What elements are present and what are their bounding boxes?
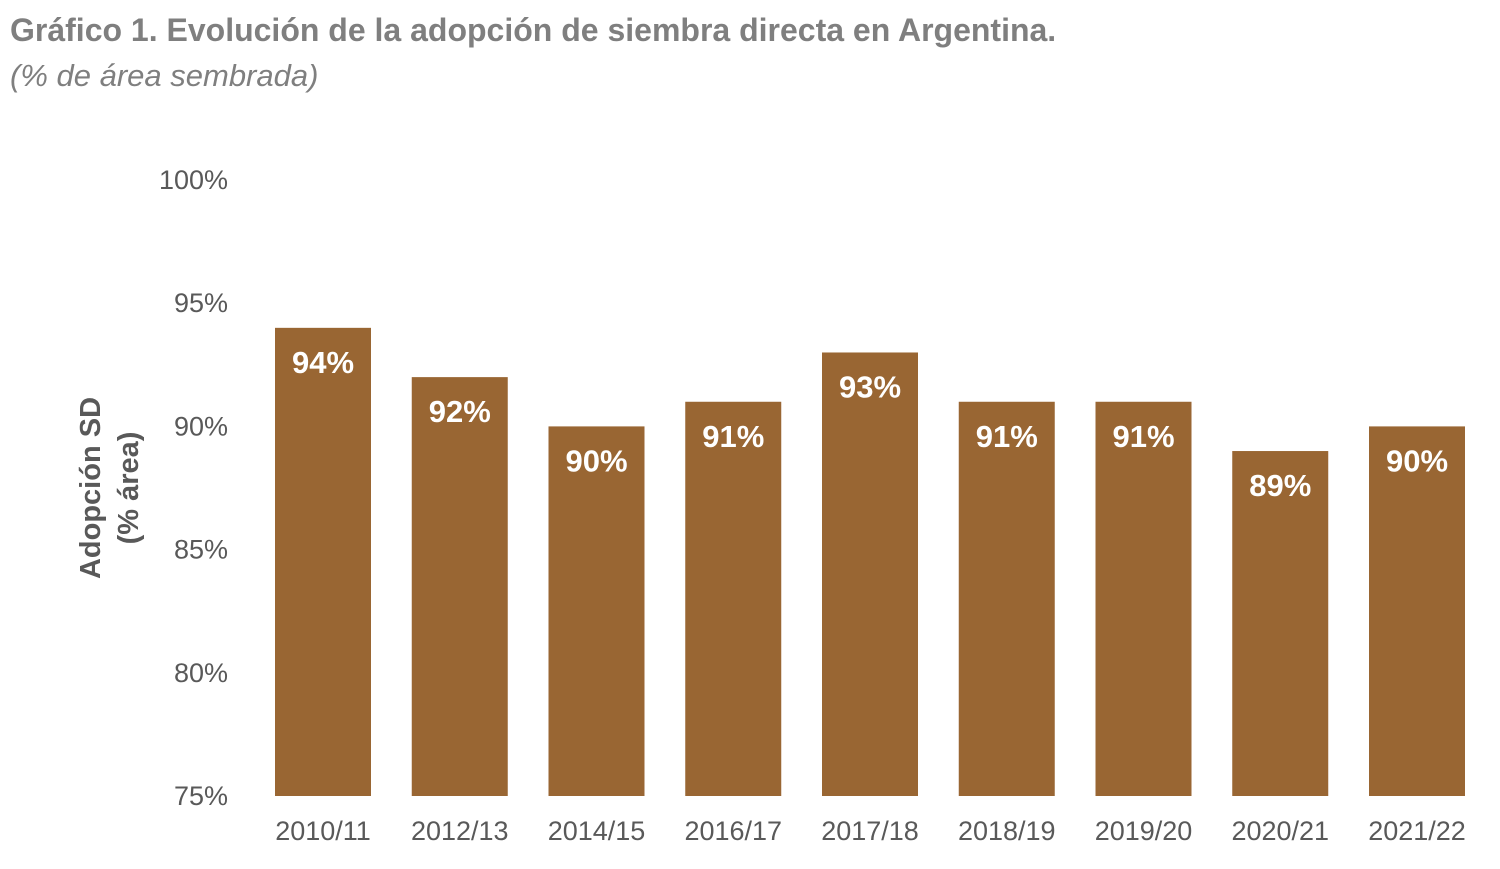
bars — [275, 327, 1465, 796]
data-label: 91% — [702, 419, 764, 454]
y-tick-label: 90% — [174, 411, 228, 441]
x-tick-label: 2018/19 — [958, 816, 1056, 846]
chart-subtitle: (% de área sembrada) — [10, 58, 319, 93]
y-tick-label: 85% — [174, 535, 228, 565]
bar-2010-11 — [275, 327, 371, 796]
bar-2017-18 — [822, 352, 918, 796]
data-label: 91% — [976, 419, 1038, 454]
x-tick-label: 2010/11 — [275, 816, 371, 846]
data-label: 90% — [565, 443, 627, 478]
x-tick-label: 2021/22 — [1368, 816, 1466, 846]
bar-2012-13 — [411, 377, 508, 796]
y-axis-ticks: 75% 80% 85% 90% 95% 100% — [159, 165, 228, 811]
bar-2020-21 — [1232, 451, 1329, 796]
y-axis-title-line: (% área) — [113, 432, 145, 545]
y-tick-label: 100% — [159, 165, 228, 195]
x-tick-label: 2014/15 — [548, 816, 646, 846]
x-axis-ticks: 2010/11 2012/13 2014/15 2016/17 2017/18 2018/… — [275, 816, 1466, 846]
bar-2019-20 — [1095, 401, 1192, 796]
x-tick-label: 2017/18 — [821, 816, 919, 846]
x-tick-label: 2019/20 — [1095, 816, 1193, 846]
bar-2018-19 — [958, 401, 1055, 796]
data-label: 92% — [429, 394, 491, 429]
y-tick-label: 75% — [174, 781, 228, 811]
chart-title: Gráfico 1. Evolución de la adopción de s… — [10, 12, 1057, 48]
x-tick-label: 2012/13 — [411, 816, 509, 846]
data-labels: 94% 92% 90% 91% 93% 91% 91% 89% 90% — [292, 345, 1448, 503]
data-label: 93% — [839, 369, 901, 404]
y-axis-title-line: Adopción SD — [75, 397, 107, 579]
bar-2021-22 — [1369, 426, 1465, 796]
y-tick-label: 95% — [174, 288, 228, 318]
data-label: 90% — [1386, 443, 1448, 478]
data-label: 94% — [292, 345, 354, 380]
y-axis-title: Adopción SD (% área) — [75, 397, 145, 579]
bar-2016-17 — [685, 401, 782, 796]
data-label: 89% — [1249, 468, 1311, 503]
y-tick-label: 80% — [174, 658, 228, 688]
data-label: 91% — [1112, 419, 1174, 454]
bar-2014-15 — [548, 426, 645, 796]
x-tick-label: 2016/17 — [684, 816, 782, 846]
x-tick-label: 2020/21 — [1231, 816, 1329, 846]
